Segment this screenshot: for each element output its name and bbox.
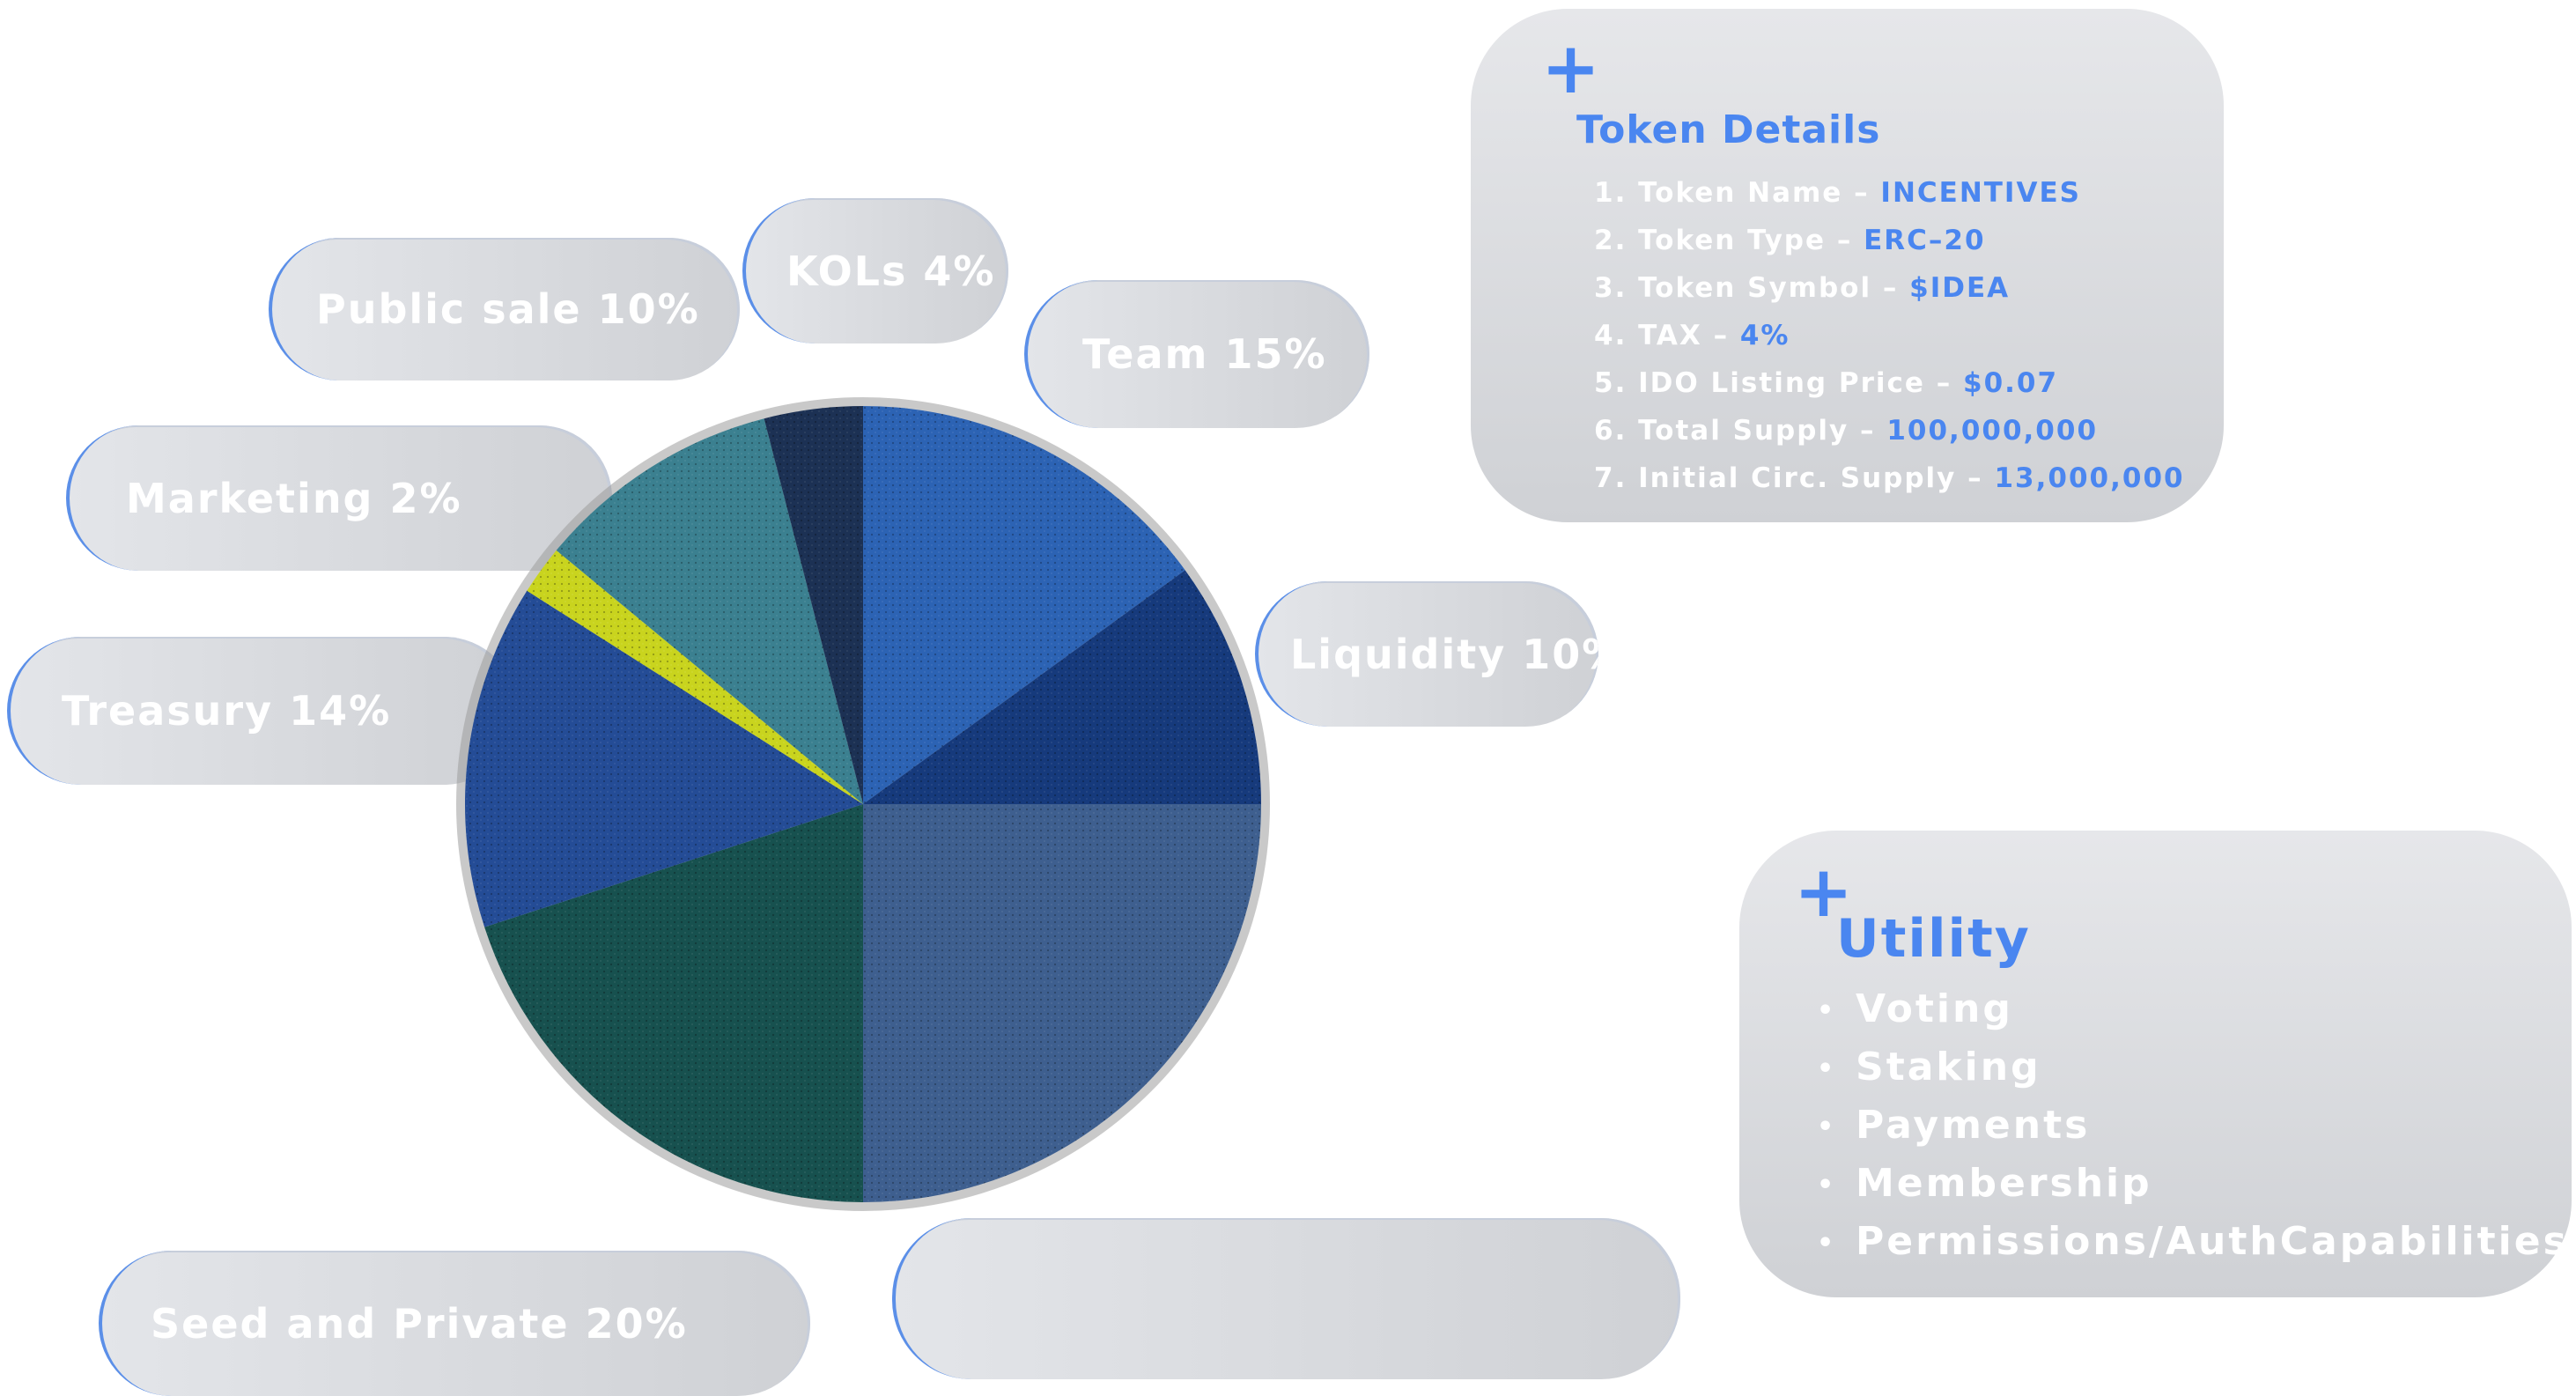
- utility-title: Utility: [1836, 908, 2031, 970]
- utility-list: • Voting • Staking • Payments • Membership • Perm…: [1817, 980, 2569, 1271]
- utility-item-label: Voting: [1856, 986, 2013, 1031]
- token-detail-value: $0.07: [1963, 367, 2058, 399]
- token-detail-label: 1. Token Name –: [1594, 177, 1880, 209]
- bullet-icon: •: [1817, 1156, 1856, 1215]
- label-unlabeled-slice: [892, 1218, 1680, 1379]
- utility-item-label: Permissions/AuthCapabilities: [1856, 1219, 2569, 1264]
- utility-item: • Voting: [1817, 980, 2569, 1038]
- token-detail-item: 2. Token Type – ERC–20: [1594, 217, 2185, 264]
- token-detail-label: 6. Total Supply –: [1594, 415, 1886, 447]
- token-detail-label: 4. TAX –: [1594, 320, 1740, 351]
- utility-card: + Utility • Voting • Staking • Payments • Membe…: [1739, 831, 2572, 1297]
- token-detail-item: 6. Total Supply – 100,000,000: [1594, 407, 2185, 454]
- label-kols-text: KOLs 4%: [786, 247, 996, 295]
- utility-item: • Payments: [1817, 1097, 2569, 1155]
- token-detail-value: $IDEA: [1909, 272, 2010, 304]
- token-detail-label: 7. Initial Circ. Supply –: [1594, 462, 1994, 494]
- token-detail-value: ERC–20: [1864, 225, 1985, 256]
- token-detail-item: 3. Token Symbol – $IDEA: [1594, 264, 2185, 312]
- label-marketing-text: Marketing 2%: [126, 475, 462, 522]
- label-public-sale: Public sale 10%: [269, 238, 740, 380]
- bullet-icon: •: [1817, 1098, 1856, 1156]
- token-detail-item: 7. Initial Circ. Supply – 13,000,000: [1594, 454, 2185, 502]
- bullet-icon: •: [1817, 982, 1856, 1040]
- token-detail-item: 1. Token Name – INCENTIVES: [1594, 169, 2185, 217]
- token-detail-label: 3. Token Symbol –: [1594, 272, 1909, 304]
- token-detail-value: 100,000,000: [1886, 415, 2098, 447]
- label-treasury-text: Treasury 14%: [62, 687, 391, 735]
- token-details-title: Token Details: [1576, 107, 1880, 152]
- label-public-sale-text: Public sale 10%: [316, 285, 700, 333]
- token-detail-item: 5. IDO Listing Price – $0.07: [1594, 359, 2185, 407]
- token-detail-label: 2. Token Type –: [1594, 225, 1864, 256]
- token-details-list: 1. Token Name – INCENTIVES 2. Token Type …: [1594, 169, 2185, 502]
- label-kols: KOLs 4%: [742, 198, 1008, 343]
- utility-item-label: Membership: [1856, 1161, 2152, 1206]
- utility-item: • Membership: [1817, 1155, 2569, 1213]
- plus-icon: +: [1541, 33, 1600, 104]
- label-liquidity-text: Liquidity 10%: [1290, 631, 1598, 678]
- token-detail-value: 13,000,000: [1994, 462, 2184, 494]
- token-detail-value: INCENTIVES: [1880, 177, 2081, 209]
- bullet-icon: •: [1817, 1040, 1856, 1098]
- label-liquidity: Liquidity 10%: [1255, 581, 1598, 727]
- label-seed-private-text: Seed and Private 20%: [151, 1300, 688, 1348]
- pie-texture: [465, 406, 1261, 1202]
- label-team-text: Team 15%: [1082, 330, 1327, 378]
- bullet-icon: •: [1817, 1215, 1856, 1273]
- token-detail-value: 4%: [1740, 320, 1790, 351]
- token-detail-item: 4. TAX – 4%: [1594, 312, 2185, 359]
- utility-item-label: Staking: [1856, 1045, 2041, 1089]
- allocation-pie-chart: [440, 392, 1286, 1237]
- utility-item: • Staking: [1817, 1038, 2569, 1097]
- utility-item: • Permissions/AuthCapabilities: [1817, 1213, 2569, 1271]
- token-details-card: + Token Details 1. Token Name – INCENTIV…: [1471, 9, 2224, 522]
- token-detail-label: 5. IDO Listing Price –: [1594, 367, 1963, 399]
- label-seed-private: Seed and Private 20%: [99, 1251, 810, 1396]
- utility-item-label: Payments: [1856, 1103, 2090, 1148]
